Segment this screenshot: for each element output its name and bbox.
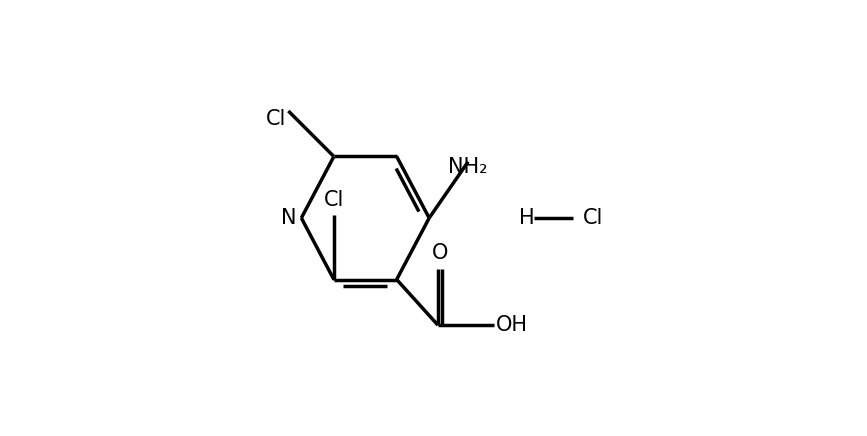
Text: Cl: Cl (583, 208, 603, 228)
Text: N: N (281, 208, 297, 228)
Text: NH₂: NH₂ (448, 157, 488, 177)
Text: OH: OH (496, 315, 528, 335)
Text: O: O (432, 243, 448, 263)
Text: H: H (518, 208, 534, 228)
Text: Cl: Cl (266, 109, 286, 129)
Text: Cl: Cl (323, 190, 344, 210)
